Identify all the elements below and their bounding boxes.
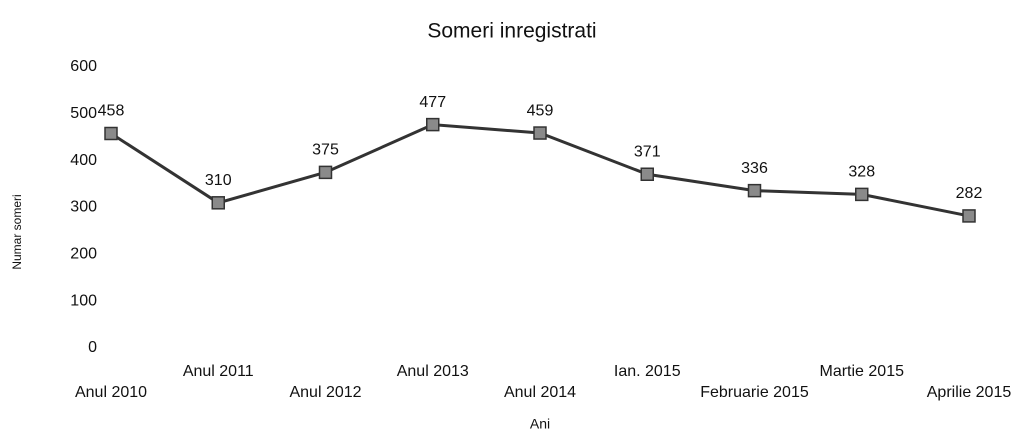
data-label: 459 — [527, 102, 554, 119]
marker — [426, 117, 440, 132]
chart-title: Someri inregistrati — [427, 20, 596, 43]
y-axis-label: Numar someri — [10, 194, 24, 269]
marker — [640, 167, 654, 181]
x-tick-label: Anul 2012 — [289, 384, 361, 401]
marker — [318, 165, 333, 180]
y-tick-label: 0 — [88, 339, 97, 356]
x-tick-label: Anul 2014 — [504, 384, 576, 401]
x-tick-label: Februarie 2015 — [700, 384, 809, 401]
x-tick-label: Martie 2015 — [820, 363, 905, 380]
y-tick-label: 400 — [70, 152, 97, 169]
x-tick-label: Anul 2010 — [75, 384, 147, 401]
x-tick-label: Aprilie 2015 — [927, 384, 1012, 401]
y-tick-label: 300 — [70, 199, 97, 216]
data-label: 477 — [419, 94, 446, 111]
data-label: 328 — [848, 164, 875, 181]
marker — [747, 183, 762, 198]
data-label: 282 — [956, 185, 983, 202]
y-tick-label: 200 — [70, 246, 97, 263]
data-label: 371 — [634, 143, 661, 160]
data-label: 336 — [741, 160, 768, 177]
y-tick-label: 500 — [70, 105, 97, 122]
data-label: 458 — [98, 103, 125, 120]
data-label: 375 — [312, 142, 339, 159]
y-tick-label: 100 — [70, 292, 97, 309]
marker — [962, 209, 976, 223]
x-tick-label: Anul 2013 — [397, 363, 469, 380]
x-axis-label: Ani — [530, 416, 550, 432]
y-tick-label: 600 — [70, 58, 97, 75]
marker — [855, 187, 869, 202]
data-label: 310 — [205, 172, 232, 189]
marker — [533, 126, 547, 140]
marker — [211, 196, 225, 210]
x-tick-label: Ian. 2015 — [614, 363, 681, 380]
marker — [104, 126, 118, 141]
x-tick-label: Anul 2011 — [183, 363, 254, 380]
